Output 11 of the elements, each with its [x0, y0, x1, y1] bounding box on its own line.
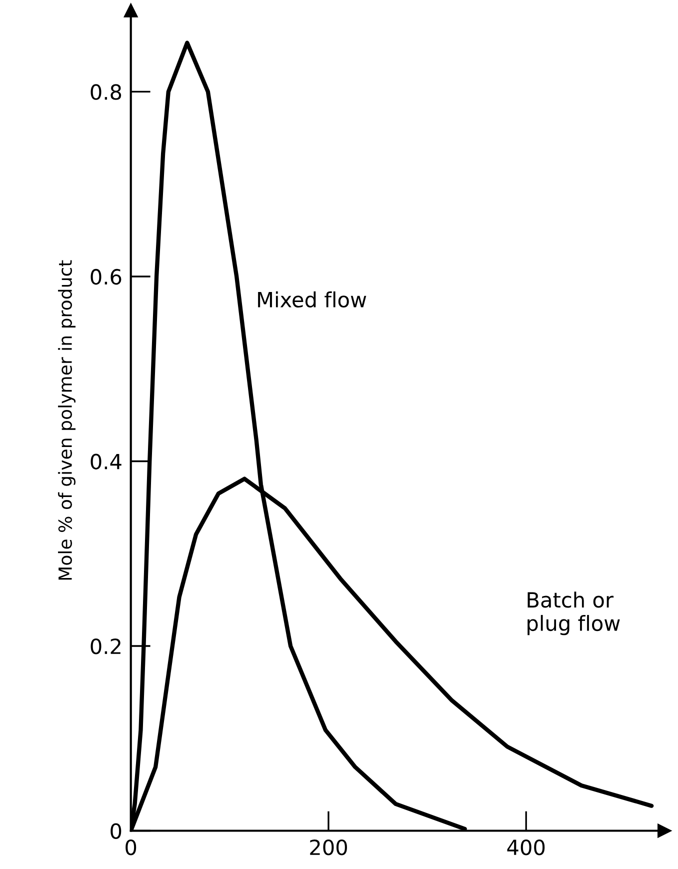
y-tick-label: 0.8 [90, 84, 122, 100]
y-tick-label: 0 [110, 823, 122, 839]
x-tick-label: 0 [126, 839, 136, 856]
annotation: Batch or plug flow [528, 592, 620, 636]
y-tick-label: 0.4 [90, 454, 122, 470]
y-axis-title: Mole % of given polymer in product [58, 260, 76, 580]
annotation: Mixed flow [258, 291, 366, 308]
y-tick-label: 0.2 [90, 638, 120, 654]
y-tick-label: 0.6 [90, 268, 122, 285]
x-tick-label: 200 [310, 839, 347, 856]
x-tick-label: 400 [507, 839, 545, 856]
